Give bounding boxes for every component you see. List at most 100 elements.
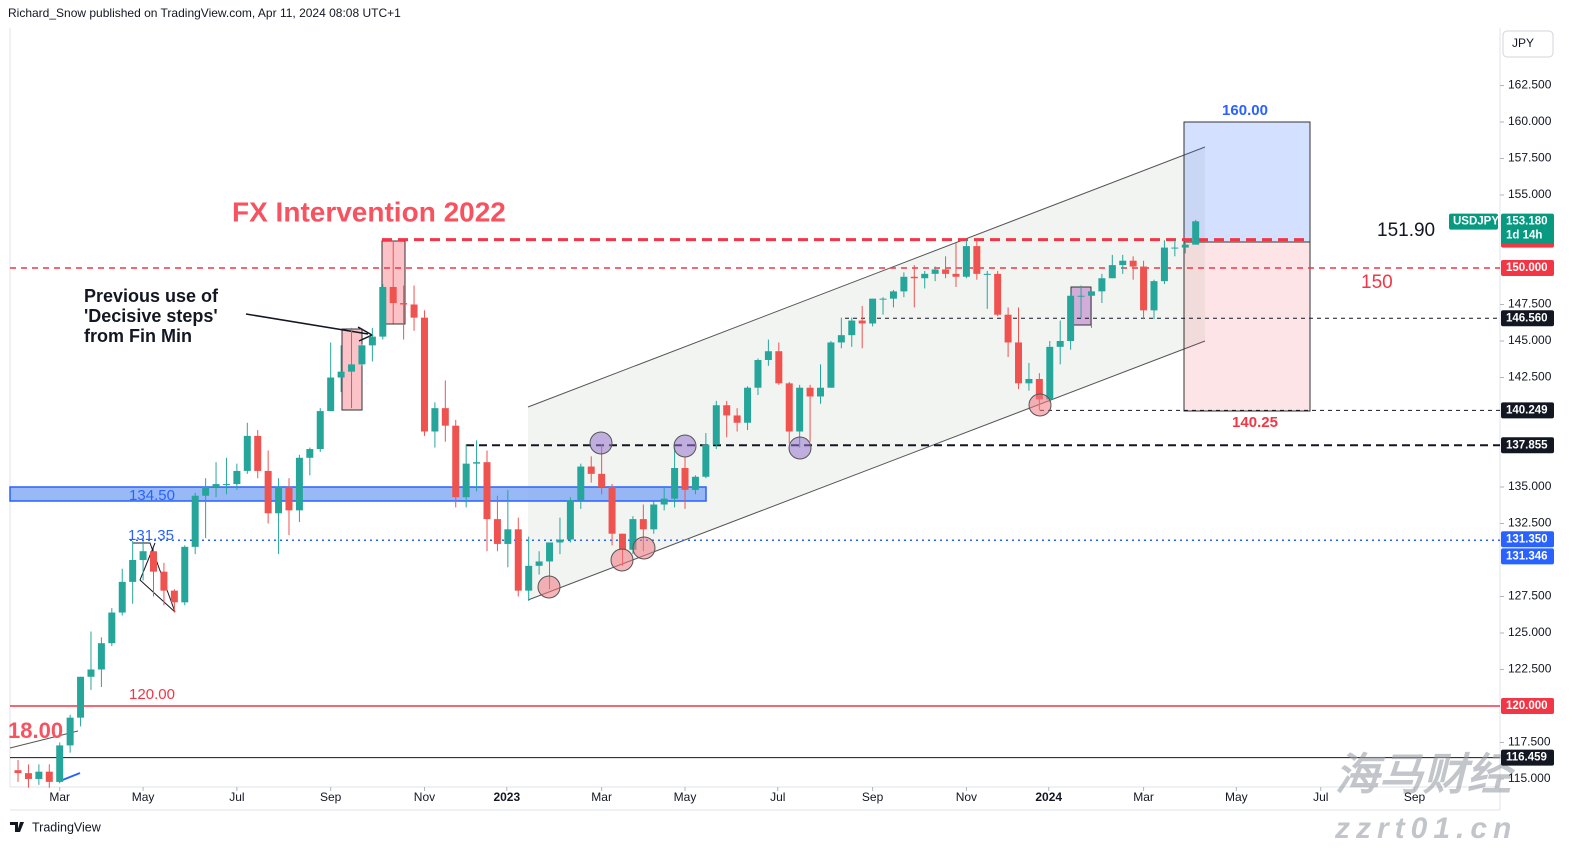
y-tick-label: 157.500 — [1508, 151, 1552, 165]
x-tick-label: Sep — [862, 790, 884, 804]
candle-body — [504, 529, 512, 544]
marker — [632, 536, 656, 560]
watermark: zzrt01.cn — [1334, 812, 1517, 845]
y-tick-label: 142.500 — [1508, 370, 1552, 384]
price-tag-label: 131.346 — [1506, 550, 1548, 562]
level-label: 120.00 — [129, 686, 175, 703]
y-tick-label: 135.000 — [1508, 479, 1552, 493]
candle-body — [889, 291, 897, 299]
watermark: 海马财经 — [1335, 751, 1516, 800]
y-tick-label: 115.000 — [1508, 771, 1551, 785]
price-tag-label: 120.000 — [1506, 700, 1548, 712]
candle-body — [1077, 295, 1085, 297]
candle-body — [150, 551, 158, 572]
price-tag-label: 150.000 — [1506, 262, 1548, 274]
candle-body — [608, 486, 616, 534]
candle-body — [348, 364, 356, 372]
candle-body — [775, 351, 783, 384]
annotation: 18.00 — [8, 718, 63, 743]
currency-box[interactable] — [1502, 30, 1554, 58]
candle-body — [598, 473, 606, 487]
x-tick-label: 2024 — [1035, 790, 1062, 804]
old-line — [59, 772, 81, 782]
candle-body — [1129, 260, 1137, 267]
annotation: 'Decisive steps' — [84, 306, 218, 326]
x-tick-label: May — [674, 790, 697, 804]
symbol-tag — [1449, 213, 1498, 230]
candle-body — [264, 470, 272, 514]
candle-body — [629, 519, 637, 550]
candle-body — [212, 484, 220, 487]
annotation: from Fin Min — [84, 326, 192, 346]
candle-body — [754, 359, 762, 388]
candle-body — [879, 298, 887, 300]
logo-mark — [10, 822, 24, 832]
candle-body — [97, 643, 105, 670]
candle-body — [962, 246, 970, 277]
symbol: USDJPY — [1453, 216, 1499, 228]
marker — [610, 548, 634, 572]
pattern-lines — [133, 542, 176, 613]
marker — [589, 431, 613, 455]
candle-body — [1015, 342, 1023, 384]
price-tag-label: 140.249 — [1506, 404, 1548, 416]
candle-body — [546, 542, 554, 562]
candle-body — [462, 463, 470, 498]
candle-body — [118, 581, 126, 613]
candle-body — [202, 486, 210, 496]
candle-body — [389, 286, 397, 304]
price-tag — [1501, 749, 1554, 766]
publisher: Richard_Snow published on TradingView.co… — [8, 6, 401, 20]
candle-body — [400, 303, 408, 305]
level-label: 140.25 — [1232, 414, 1278, 431]
candle-body — [170, 590, 178, 603]
annotation: FX Intervention 2022 — [232, 196, 506, 227]
price-tag — [1501, 402, 1554, 419]
y-tick-label: 132.500 — [1508, 516, 1552, 530]
candle-body — [139, 551, 147, 560]
candle-body — [327, 377, 335, 412]
y-tick-label: 162.500 — [1508, 78, 1552, 92]
x-tick-label: Sep — [1404, 790, 1426, 804]
candle-body — [1004, 314, 1012, 343]
candle-body — [1087, 291, 1095, 296]
candle-body — [45, 771, 53, 782]
candle-body — [1046, 346, 1054, 400]
candle-body — [973, 246, 981, 274]
candle-body — [1025, 378, 1033, 384]
last-price-tag — [1501, 213, 1554, 244]
candle-body — [473, 462, 481, 464]
candle-body — [817, 387, 825, 397]
x-tick-label: Sep — [320, 790, 342, 804]
candle-body — [566, 500, 574, 540]
y-tick-label: 155.000 — [1508, 187, 1552, 201]
candle-body — [1181, 244, 1189, 248]
price-tag — [1501, 310, 1554, 327]
candle-body — [618, 533, 626, 550]
candle-body — [431, 408, 439, 432]
x-tick-label: Mar — [49, 790, 70, 804]
candle-body — [556, 539, 564, 543]
candle-body — [233, 470, 241, 485]
countdown: 1d 14h — [1506, 230, 1542, 242]
candle-body — [1119, 260, 1127, 266]
candle-body — [222, 484, 230, 486]
y-tick-label: 117.500 — [1508, 735, 1551, 749]
level-label: 160.00 — [1222, 102, 1268, 119]
x-tick-label: Jul — [1313, 790, 1328, 804]
candle-body — [535, 561, 543, 566]
candle-body — [191, 495, 199, 547]
candle-body — [316, 411, 324, 450]
candle-body — [368, 336, 376, 346]
price-tag — [1501, 548, 1554, 565]
level-label: 151.90 — [1377, 220, 1435, 241]
candle-body — [650, 504, 658, 530]
candle-body — [921, 273, 929, 279]
candle-body — [410, 304, 418, 318]
candle-body — [493, 519, 501, 544]
target-zone — [1183, 121, 1311, 243]
candle-body — [712, 405, 720, 445]
x-tick-label: Jul — [770, 790, 785, 804]
candle-body — [983, 273, 991, 275]
